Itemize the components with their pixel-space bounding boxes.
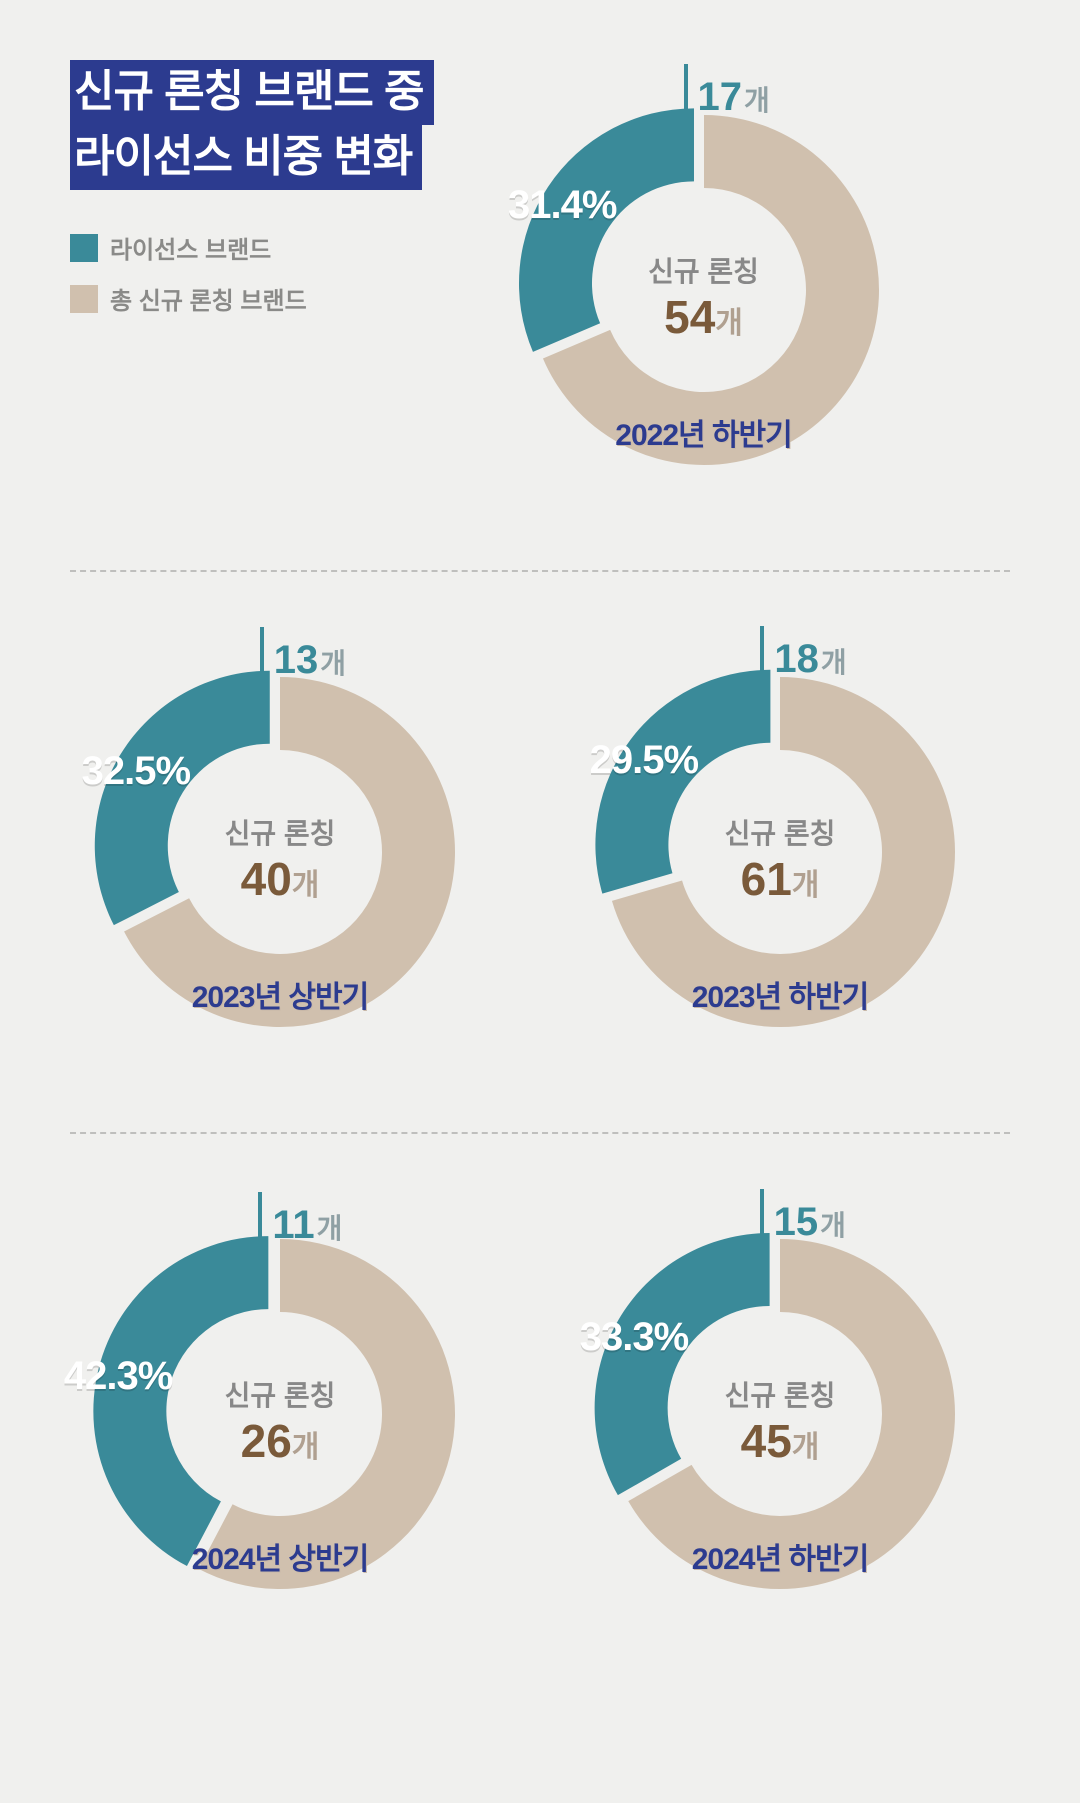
center-top-text: 신규 론칭 — [604, 250, 804, 290]
slice-count-label: 15개 — [760, 1189, 846, 1245]
count-number: 17 — [698, 75, 743, 120]
center-total: 26개 — [180, 1414, 380, 1468]
donut-3: 11개42.3%신규 론칭26개2024년 상반기 — [70, 1184, 490, 1644]
count-unit: 개 — [744, 79, 770, 119]
slice-count-label: 13개 — [260, 627, 346, 683]
slice-percent-label: 31.4% — [508, 183, 616, 228]
legend-label-total: 총 신규 론칭 브랜드 — [110, 281, 307, 316]
legend-label-licensed: 라이선스 브랜드 — [110, 230, 271, 265]
center-total: 54개 — [604, 290, 804, 344]
legend-item-licensed: 라이선스 브랜드 — [70, 230, 434, 265]
donut-center: 신규 론칭26개 — [180, 1374, 380, 1468]
donut-center: 신규 론칭40개 — [180, 812, 380, 906]
period-label: 2023년 상반기 — [150, 972, 410, 1016]
count-unit: 개 — [821, 641, 847, 681]
count-tick — [260, 627, 264, 673]
title-line-2: 라이선스 비중 변화 — [70, 125, 422, 190]
donut-4: 15개 33.3% 신규 론칭45개 2024년 하반기 — [570, 1184, 990, 1644]
donut-2: 18개 29.5% 신규 론칭61개 2023년 하반기 — [570, 622, 990, 1082]
slice-percent-label: 33.3% — [580, 1315, 688, 1360]
count-unit: 개 — [320, 642, 346, 682]
donut-center: 신규 론칭45개 — [680, 1374, 880, 1468]
slice-count-label: 18개 — [760, 626, 846, 682]
center-total: 61개 — [680, 852, 880, 906]
donut-center: 신규 론칭54개 — [604, 250, 804, 344]
count-unit: 개 — [820, 1204, 846, 1244]
period-label: 2024년 상반기 — [150, 1534, 410, 1578]
title-block: 신규 론칭 브랜드 중 라이선스 비중 변화 라이선스 브랜드 총 신규 론칭 … — [70, 60, 434, 332]
donut-0: 17개 31.4% 신규 론칭54개 2022년 하반기 — [494, 60, 914, 520]
divider-1 — [70, 570, 1010, 572]
period-label: 2023년 하반기 — [650, 972, 910, 1016]
slice-count-label: 17개 — [684, 64, 770, 120]
count-unit: 개 — [317, 1207, 343, 1247]
slice-percent-label: 32.5% — [82, 749, 190, 794]
legend-swatch-total — [70, 285, 98, 313]
slice-percent-label: 29.5% — [590, 738, 698, 783]
period-label: 2022년 하반기 — [574, 410, 834, 454]
divider-2 — [70, 1132, 1010, 1134]
row-2: 11개42.3%신규 론칭26개2024년 상반기 15개33.3%신규 론칭4… — [70, 1184, 1010, 1644]
title-line-1: 신규 론칭 브랜드 중 — [70, 60, 434, 125]
donut-center: 신규 론칭61개 — [680, 812, 880, 906]
period-label: 2024년 하반기 — [650, 1534, 910, 1578]
center-top-text: 신규 론칭 — [180, 812, 380, 852]
donut-1: 13개 32.5% 신규 론칭40개 2023년 상반기 — [70, 622, 490, 1082]
slice-percent-label: 42.3% — [64, 1354, 172, 1399]
count-tick — [684, 64, 688, 110]
center-top-text: 신규 론칭 — [680, 812, 880, 852]
center-top-text: 신규 론칭 — [180, 1374, 380, 1414]
slice-count-label: 11개 — [258, 1192, 342, 1248]
count-number: 11 — [272, 1203, 314, 1248]
row-0: 17개 31.4% 신규 론칭54개 2022년 하반기 — [494, 60, 914, 520]
legend-swatch-licensed — [70, 234, 98, 262]
count-number: 13 — [274, 638, 319, 683]
row-1: 13개32.5%신규 론칭40개2023년 상반기 18개29.5%신규 론칭6… — [70, 622, 1010, 1082]
center-total: 40개 — [180, 852, 380, 906]
center-total: 45개 — [680, 1414, 880, 1468]
center-top-text: 신규 론칭 — [680, 1374, 880, 1414]
count-number: 18 — [774, 637, 819, 682]
legend-item-total: 총 신규 론칭 브랜드 — [70, 281, 434, 316]
count-number: 15 — [774, 1200, 819, 1245]
count-tick — [760, 1189, 764, 1235]
count-tick — [258, 1192, 262, 1238]
header: 신규 론칭 브랜드 중 라이선스 비중 변화 라이선스 브랜드 총 신규 론칭 … — [70, 60, 1010, 520]
count-tick — [760, 626, 764, 672]
legend: 라이선스 브랜드 총 신규 론칭 브랜드 — [70, 230, 434, 316]
